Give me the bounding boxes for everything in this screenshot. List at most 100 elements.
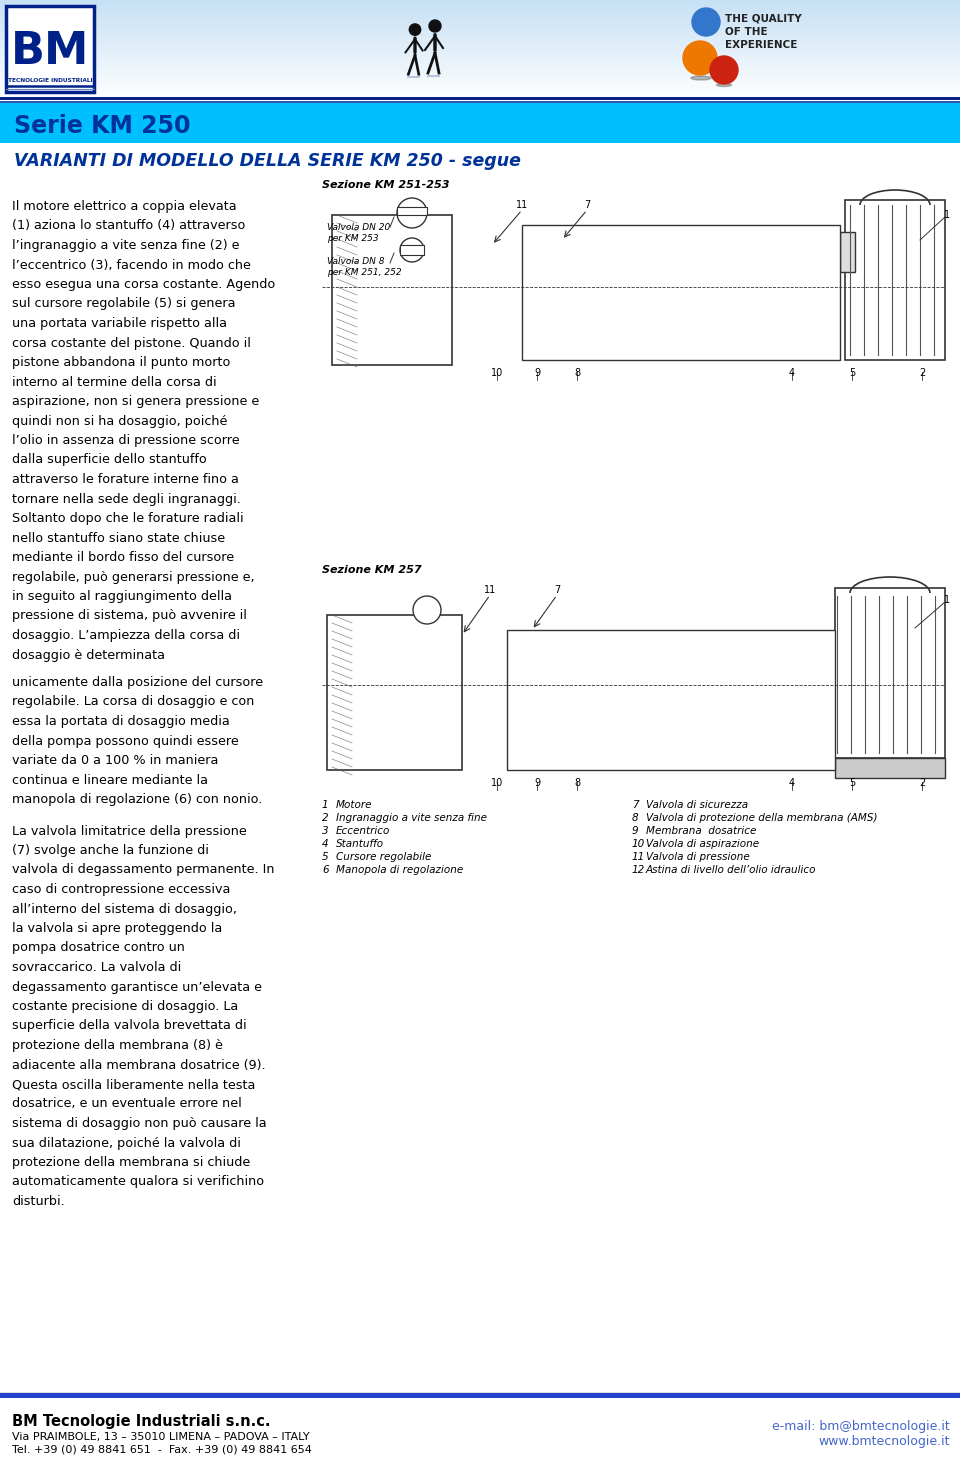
Text: valvola di degassamento permanente. In: valvola di degassamento permanente. In [12,863,275,876]
Text: Valvola di aspirazione: Valvola di aspirazione [646,840,759,849]
Circle shape [692,7,720,37]
Text: 3: 3 [959,778,960,788]
Text: Sezione KM 257: Sezione KM 257 [322,565,421,575]
Text: Questa oscilla liberamente nella testa: Questa oscilla liberamente nella testa [12,1078,255,1091]
Text: 8: 8 [574,368,580,377]
Text: 10: 10 [491,778,503,788]
Bar [845,200,945,360]
Text: dosaggio. L’ampiezza della corsa di: dosaggio. L’ampiezza della corsa di [12,628,240,642]
Text: 3: 3 [959,368,960,377]
Text: l’eccentrico (3), facendo in modo che: l’eccentrico (3), facendo in modo che [12,258,251,272]
Text: 4: 4 [789,368,795,377]
Text: essa la portata di dosaggio media: essa la portata di dosaggio media [12,715,229,728]
Text: sovraccarico. La valvola di: sovraccarico. La valvola di [12,962,181,973]
Text: Astina di livello dell’olio idraulico: Astina di livello dell’olio idraulico [646,865,817,875]
Text: 1: 1 [944,595,950,605]
Text: sua dilatazione, poiché la valvola di: sua dilatazione, poiché la valvola di [12,1136,241,1149]
Text: unicamente dalla posizione del cursore: unicamente dalla posizione del cursore [12,675,263,688]
Bar [400,245,424,255]
Text: Ingranaggio a vite senza fine: Ingranaggio a vite senza fine [336,813,487,824]
Text: della pompa possono quindi essere: della pompa possono quindi essere [12,734,239,747]
Circle shape [429,21,441,32]
Bar [507,630,835,771]
Text: 2: 2 [322,813,328,824]
Text: 7: 7 [632,800,638,810]
Text: caso di contropressione eccessiva: caso di contropressione eccessiva [12,882,230,895]
Text: Serie KM 250: Serie KM 250 [14,115,190,138]
Text: continua e lineare mediante la: continua e lineare mediante la [12,774,208,787]
Text: e-mail: bm@bmtecnologie.it: e-mail: bm@bmtecnologie.it [772,1420,950,1433]
Text: regolabile, può generarsi pressione e,: regolabile, può generarsi pressione e, [12,571,254,583]
Text: variate da 0 a 100 % in maniera: variate da 0 a 100 % in maniera [12,755,218,766]
Text: 11: 11 [632,851,645,862]
FancyBboxPatch shape [6,6,94,92]
Text: la valvola si apre proteggendo la: la valvola si apre proteggendo la [12,922,223,935]
Text: interno al termine della corsa di: interno al termine della corsa di [12,376,217,389]
Text: quindi non si ha dosaggio, poiché: quindi non si ha dosaggio, poiché [12,414,228,427]
Text: 2: 2 [919,368,925,377]
Bar [0,97,960,100]
Bar [397,207,427,214]
Text: dosaggio è determinata: dosaggio è determinata [12,649,165,662]
Text: 5: 5 [849,368,855,377]
Text: Eccentrico: Eccentrico [336,826,391,835]
Text: attraverso le forature interne fino a: attraverso le forature interne fino a [12,473,239,486]
Bar [840,232,855,272]
Text: una portata variabile rispetto alla: una portata variabile rispetto alla [12,317,227,330]
Text: adiacente alla membrana dosatrice (9).: adiacente alla membrana dosatrice (9). [12,1058,266,1072]
Text: Manopola di regolazione: Manopola di regolazione [336,865,464,875]
Circle shape [710,56,738,84]
Circle shape [397,198,427,228]
Bar [322,195,955,380]
Text: VARIANTI DI MODELLO DELLA SERIE KM 250 - segue: VARIANTI DI MODELLO DELLA SERIE KM 250 -… [14,153,521,170]
Text: Stantuffo: Stantuffo [336,840,384,849]
Text: Valvola di sicurezza: Valvola di sicurezza [646,800,748,810]
Text: costante precisione di dosaggio. La: costante precisione di dosaggio. La [12,1000,238,1013]
Ellipse shape [691,76,711,79]
Text: 4: 4 [789,778,795,788]
Text: 9: 9 [534,778,540,788]
Text: 11: 11 [484,586,496,595]
Text: Membrana  dosatrice: Membrana dosatrice [646,826,756,835]
Text: manopola di regolazione (6) con nonio.: manopola di regolazione (6) con nonio. [12,793,262,806]
Text: Soltanto dopo che le forature radiali: Soltanto dopo che le forature radiali [12,512,244,526]
Text: BM: BM [11,31,89,73]
Text: 7: 7 [584,200,590,210]
Text: 10: 10 [632,840,645,849]
Text: 1: 1 [322,800,328,810]
Text: nello stantuffo siano state chiuse: nello stantuffo siano state chiuse [12,531,226,545]
Text: pistone abbandona il punto morto: pistone abbandona il punto morto [12,357,230,368]
Text: Via PRAIMBOLE, 13 – 35010 LIMENA – PADOVA – ITALY: Via PRAIMBOLE, 13 – 35010 LIMENA – PADOV… [12,1431,310,1442]
Text: Valvola DN 20
per KM 253: Valvola DN 20 per KM 253 [327,223,391,244]
Text: superficie della valvola brevettata di: superficie della valvola brevettata di [12,1019,247,1032]
Bar [327,615,462,771]
Text: 12: 12 [632,865,645,875]
Text: La valvola limitatrice della pressione: La valvola limitatrice della pressione [12,825,247,838]
Text: l’ingranaggio a vite senza fine (2) e: l’ingranaggio a vite senza fine (2) e [12,239,239,252]
Text: automaticamente qualora si verifichino: automaticamente qualora si verifichino [12,1176,264,1189]
Text: TECNOLOGIE INDUSTRIALI: TECNOLOGIE INDUSTRIALI [8,78,92,82]
Text: Valvola di pressione: Valvola di pressione [646,851,750,862]
Text: Motore: Motore [336,800,372,810]
Text: sul cursore regolabile (5) si genera: sul cursore regolabile (5) si genera [12,298,235,311]
Text: Tel. +39 (0) 49 8841 651  -  Fax. +39 (0) 49 8841 654: Tel. +39 (0) 49 8841 651 - Fax. +39 (0) … [12,1445,312,1455]
Text: Cursore regolabile: Cursore regolabile [336,851,431,862]
Text: regolabile. La corsa di dosaggio e con: regolabile. La corsa di dosaggio e con [12,696,254,709]
Circle shape [400,238,424,261]
Text: 9: 9 [632,826,638,835]
Text: in seguito al raggiungimento della: in seguito al raggiungimento della [12,590,232,603]
Text: 5: 5 [849,778,855,788]
Text: 5: 5 [322,851,328,862]
Circle shape [409,23,420,35]
Text: mediante il bordo fisso del cursore: mediante il bordo fisso del cursore [12,550,234,564]
Text: sistema di dosaggio non può causare la: sistema di dosaggio non può causare la [12,1117,267,1130]
Text: disturbi.: disturbi. [12,1195,64,1208]
Text: 11: 11 [516,200,528,210]
Text: protezione della membrana (8) è: protezione della membrana (8) è [12,1039,223,1053]
Text: pompa dosatrice contro un: pompa dosatrice contro un [12,941,185,954]
Bar [835,757,945,778]
Text: Valvola DN 8
per KM 251, 252: Valvola DN 8 per KM 251, 252 [327,257,401,277]
Bar [322,580,955,790]
Bar [835,589,945,757]
Text: (7) svolge anche la funzione di: (7) svolge anche la funzione di [12,844,209,857]
